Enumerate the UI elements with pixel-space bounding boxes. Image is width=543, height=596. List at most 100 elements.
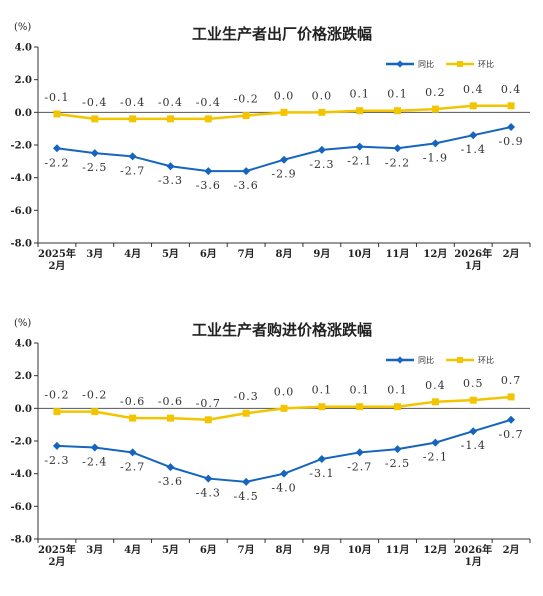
data-point-mom xyxy=(129,115,137,123)
data-point-mom xyxy=(91,408,99,416)
x-tick-label: 9月 xyxy=(313,248,330,260)
data-point-yoy xyxy=(280,155,288,164)
data-point-yoy xyxy=(317,145,326,154)
data-point-mom xyxy=(356,403,364,411)
data-point-yoy xyxy=(204,474,213,483)
data-point-yoy xyxy=(90,149,99,158)
x-tick-label: 7月 xyxy=(238,248,255,260)
data-point-mom xyxy=(394,107,402,115)
data-point-yoy xyxy=(166,162,175,171)
data-label-mom: 0.7 xyxy=(501,374,522,387)
data-point-yoy xyxy=(393,445,402,454)
data-label-yoy: -0.7 xyxy=(498,428,523,441)
x-tick-label: 2月 xyxy=(503,544,520,556)
x-tick-label: 1月 xyxy=(465,260,482,272)
data-label-mom: 0.4 xyxy=(425,379,446,392)
x-tick-label: 5月 xyxy=(162,248,179,260)
data-label-yoy: -2.7 xyxy=(120,164,145,177)
data-point-yoy xyxy=(507,415,516,424)
data-label-yoy: -1.9 xyxy=(423,151,448,164)
data-label-mom: -0.7 xyxy=(196,397,221,410)
data-label-mom: -0.2 xyxy=(82,389,107,402)
data-label-yoy: -2.5 xyxy=(82,161,107,174)
data-label-yoy: -2.3 xyxy=(44,454,69,467)
data-label-yoy: -3.6 xyxy=(158,475,183,488)
chart-factory-price: 工业生产者出厂价格涨跌幅 (%) 4.0 2.0 0.0 -2.0 -4.0 -6.0 -8.0… xyxy=(10,22,531,272)
y-tick-label: -4.0 xyxy=(10,173,32,184)
legend-label: 环比 xyxy=(478,59,494,69)
y-tick-label: -6.0 xyxy=(10,502,32,513)
data-point-mom xyxy=(469,102,477,110)
data-label-yoy: -2.1 xyxy=(423,451,448,464)
legend-label: 环比 xyxy=(478,355,494,365)
data-point-yoy xyxy=(469,427,478,436)
data-point-mom xyxy=(469,396,477,404)
x-tick-label: 1月 xyxy=(465,556,482,568)
data-label-yoy: -2.3 xyxy=(309,158,334,171)
data-point-mom xyxy=(318,403,326,411)
chart-purchase-price: 工业生产者购进价格涨跌幅 (%) 4.0 2.0 0.0 -2.0 -4.0 -6.0 -8.0… xyxy=(10,318,531,568)
data-label-mom: -0.4 xyxy=(82,96,107,109)
data-label-mom: -0.1 xyxy=(44,91,69,104)
x-tick-label: 10月 xyxy=(348,544,372,556)
data-point-mom xyxy=(53,408,61,416)
data-label-mom: -0.4 xyxy=(196,96,221,109)
data-label-yoy: -4.0 xyxy=(271,482,296,495)
data-point-mom xyxy=(431,105,439,113)
legend-label: 同比 xyxy=(418,355,434,365)
data-label-yoy: -2.5 xyxy=(385,457,410,470)
data-point-yoy xyxy=(393,144,402,153)
y-tick-label: 4.0 xyxy=(15,43,32,54)
x-tick-label: 3月 xyxy=(86,544,103,556)
data-label-yoy: -1.4 xyxy=(461,439,486,452)
x-tick-label: 7月 xyxy=(238,544,255,556)
x-tick-label: 10月 xyxy=(348,248,372,260)
data-point-mom xyxy=(242,112,250,120)
data-label-yoy: -0.9 xyxy=(498,135,523,148)
data-point-mom xyxy=(394,403,402,411)
x-tick-label: 2026年 xyxy=(454,247,492,260)
data-label-mom: 0.1 xyxy=(387,88,408,101)
x-tick-label: 4月 xyxy=(124,544,141,556)
y-tick-label: 0.0 xyxy=(15,108,32,119)
data-point-mom xyxy=(204,416,212,424)
y-unit-label: (%) xyxy=(14,22,31,33)
data-label-yoy: -1.4 xyxy=(461,143,486,156)
data-point-mom xyxy=(166,115,174,123)
y-tick-label: -6.0 xyxy=(10,206,32,217)
y-tick-label: 2.0 xyxy=(15,75,32,86)
x-tick-label: 12月 xyxy=(423,544,447,556)
data-label-yoy: -2.7 xyxy=(347,460,372,473)
x-tick-label: 11月 xyxy=(386,544,410,556)
data-label-yoy: -2.1 xyxy=(347,155,372,168)
data-label-mom: 0.4 xyxy=(463,83,484,96)
x-tick-label: 12月 xyxy=(423,248,447,260)
y-tick-label: -8.0 xyxy=(10,535,32,546)
x-tick-label: 2026年 xyxy=(454,543,492,556)
y-tick-label: -4.0 xyxy=(10,469,32,480)
x-tick-label: 9月 xyxy=(313,544,330,556)
x-tick-label: 8月 xyxy=(276,544,293,556)
data-point-yoy xyxy=(317,454,326,463)
data-point-mom xyxy=(507,102,515,110)
x-tick-label: 5月 xyxy=(162,544,179,556)
data-label-mom: 0.1 xyxy=(312,384,333,397)
data-point-yoy xyxy=(431,438,440,447)
data-point-yoy xyxy=(507,123,516,132)
data-label-mom: 0.0 xyxy=(274,385,295,398)
x-tick-label: 4月 xyxy=(124,248,141,260)
legend-label: 同比 xyxy=(418,59,434,69)
x-tick-label: 3月 xyxy=(86,248,103,260)
data-label-yoy: -3.6 xyxy=(234,179,259,192)
data-point-yoy xyxy=(166,463,175,472)
data-point-mom xyxy=(431,398,439,406)
chart-title: 工业生产者购进价格涨跌幅 xyxy=(192,321,372,339)
data-label-mom: 0.4 xyxy=(501,83,522,96)
data-label-yoy: -3.3 xyxy=(158,174,183,187)
data-point-yoy xyxy=(90,443,99,452)
data-point-mom xyxy=(242,409,250,417)
legend-marker xyxy=(457,357,463,363)
y-tick-label: 0.0 xyxy=(15,404,32,415)
data-point-mom xyxy=(91,115,99,123)
